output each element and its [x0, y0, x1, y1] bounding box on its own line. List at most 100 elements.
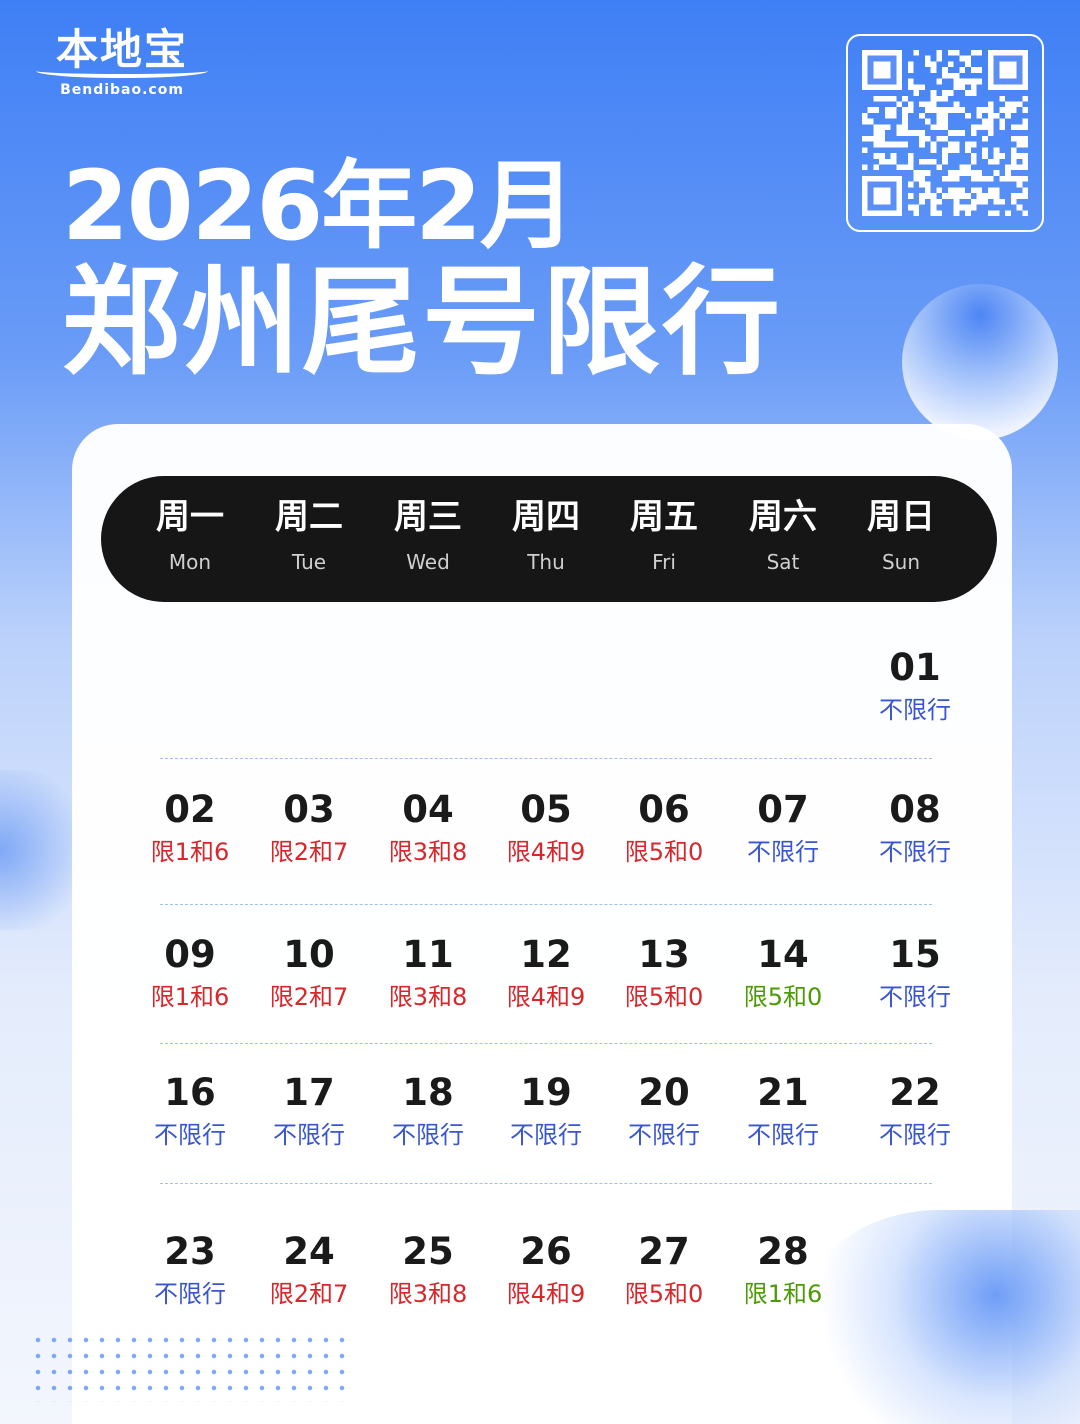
day-number: 10	[283, 933, 335, 976]
weekday-sun: 周日 Sun	[851, 496, 951, 574]
qr-code	[846, 34, 1044, 232]
restriction-label: 限4和9	[506, 1280, 586, 1308]
restriction-label: 不限行	[273, 1121, 345, 1149]
day-number: 16	[164, 1071, 216, 1114]
weekday-en: Mon	[168, 550, 212, 574]
day-cell: 18 不限行	[373, 1071, 483, 1149]
weekday-en: Fri	[652, 550, 676, 574]
row-divider	[160, 758, 932, 759]
day-number: 02	[164, 788, 216, 831]
day-number: 07	[757, 788, 809, 831]
day-cell: 06 限5和0	[609, 788, 719, 866]
day-cell: 03 限2和7	[254, 788, 364, 866]
logo-arc	[36, 64, 208, 78]
day-cell: 14 限5和0	[728, 933, 838, 1011]
restriction-label: 不限行	[747, 1121, 819, 1149]
day-number: 08	[889, 788, 941, 831]
day-cell: 24 限2和7	[254, 1230, 364, 1308]
day-cell: 15 不限行	[860, 933, 970, 1011]
day-cell: 07 不限行	[728, 788, 838, 866]
day-number: 19	[520, 1071, 572, 1114]
weekday-zh: 周二	[275, 497, 343, 537]
day-cell: 23 不限行	[135, 1230, 245, 1308]
logo-domain: Bendibao.com	[60, 82, 184, 98]
row-divider	[160, 1183, 932, 1184]
restriction-label: 限3和8	[388, 983, 468, 1011]
restriction-label: 限5和0	[743, 983, 823, 1011]
day-number: 15	[889, 933, 941, 976]
restriction-label: 限1和6	[150, 838, 230, 866]
day-number: 14	[757, 933, 809, 976]
restriction-label: 不限行	[879, 838, 951, 866]
logo: 本地宝 Bendibao.com	[36, 26, 208, 98]
day-cell: 16 不限行	[135, 1071, 245, 1149]
logo-text: 本地宝	[55, 25, 188, 74]
day-cell: 09 限1和6	[135, 933, 245, 1011]
day-cell: 12 限4和9	[491, 933, 601, 1011]
weekday-zh: 周日	[867, 497, 935, 537]
weekday-zh: 周一	[156, 497, 224, 537]
day-number: 13	[638, 933, 690, 976]
day-cell: 11 限3和8	[373, 933, 483, 1011]
day-cell: 13 限5和0	[609, 933, 719, 1011]
restriction-label: 不限行	[628, 1121, 700, 1149]
weekday-header: 周一 Mon 周二 Tue 周三 Wed 周四 Thu 周五 Fri 周六 Sat 周日 Sun	[101, 476, 997, 602]
restriction-label: 不限行	[879, 983, 951, 1011]
restriction-label: 限5和0	[624, 983, 704, 1011]
day-cell: 02 限1和6	[135, 788, 245, 866]
weekday-thu: 周四 Thu	[496, 496, 596, 574]
weekday-sat: 周六 Sat	[733, 496, 833, 574]
weekday-zh: 周四	[512, 497, 580, 537]
decorative-blur	[800, 1210, 1080, 1424]
restriction-label: 不限行	[747, 838, 819, 866]
restriction-label: 限3和8	[388, 1280, 468, 1308]
restriction-label: 不限行	[392, 1121, 464, 1149]
day-number: 11	[402, 933, 454, 976]
weekday-en: Tue	[291, 550, 327, 574]
restriction-label: 不限行	[154, 1280, 226, 1308]
day-number: 27	[638, 1230, 690, 1273]
day-number: 21	[757, 1071, 809, 1114]
day-cell: 26 限4和9	[491, 1230, 601, 1308]
row-divider	[160, 1043, 932, 1044]
weekday-zh: 周六	[749, 497, 817, 537]
restriction-label: 不限行	[510, 1121, 582, 1149]
restriction-label: 限3和8	[388, 838, 468, 866]
day-cell: 22 不限行	[860, 1071, 970, 1149]
restriction-label: 限5和0	[624, 838, 704, 866]
weekday-en: Wed	[406, 550, 450, 574]
day-cell: 05 限4和9	[491, 788, 601, 866]
day-number: 03	[283, 788, 335, 831]
weekday-tue: 周二 Tue	[259, 496, 359, 574]
month-heading: 2026年2月	[62, 150, 576, 262]
restriction-label: 限1和6	[150, 983, 230, 1011]
day-number: 28	[757, 1230, 809, 1273]
day-cell: 04 限3和8	[373, 788, 483, 866]
day-cell: 10 限2和7	[254, 933, 364, 1011]
day-cell: 19 不限行	[491, 1071, 601, 1149]
day-number: 17	[283, 1071, 335, 1114]
day-number: 12	[520, 933, 572, 976]
page-title: 郑州尾号限行	[62, 253, 783, 391]
day-number: 23	[164, 1230, 216, 1273]
weekday-en: Sat	[766, 550, 800, 574]
weekday-wed: 周三 Wed	[378, 496, 478, 574]
weekday-zh: 周五	[630, 497, 698, 537]
day-cell: 17 不限行	[254, 1071, 364, 1149]
day-number: 22	[889, 1071, 941, 1114]
restriction-label: 限2和7	[269, 983, 349, 1011]
day-number: 09	[164, 933, 216, 976]
weekday-fri: 周五 Fri	[614, 496, 714, 574]
restriction-label: 限4和9	[506, 838, 586, 866]
day-number: 05	[520, 788, 572, 831]
day-number: 25	[402, 1230, 454, 1273]
restriction-label: 不限行	[879, 1121, 951, 1149]
day-number: 04	[402, 788, 454, 831]
weekday-en: Thu	[527, 550, 565, 574]
day-number: 20	[638, 1071, 690, 1114]
restriction-label: 限5和0	[624, 1280, 704, 1308]
day-cell: 01 不限行	[860, 646, 970, 724]
day-cell: 27 限5和0	[609, 1230, 719, 1308]
decorative-sphere	[902, 284, 1058, 440]
day-number: 18	[402, 1071, 454, 1114]
